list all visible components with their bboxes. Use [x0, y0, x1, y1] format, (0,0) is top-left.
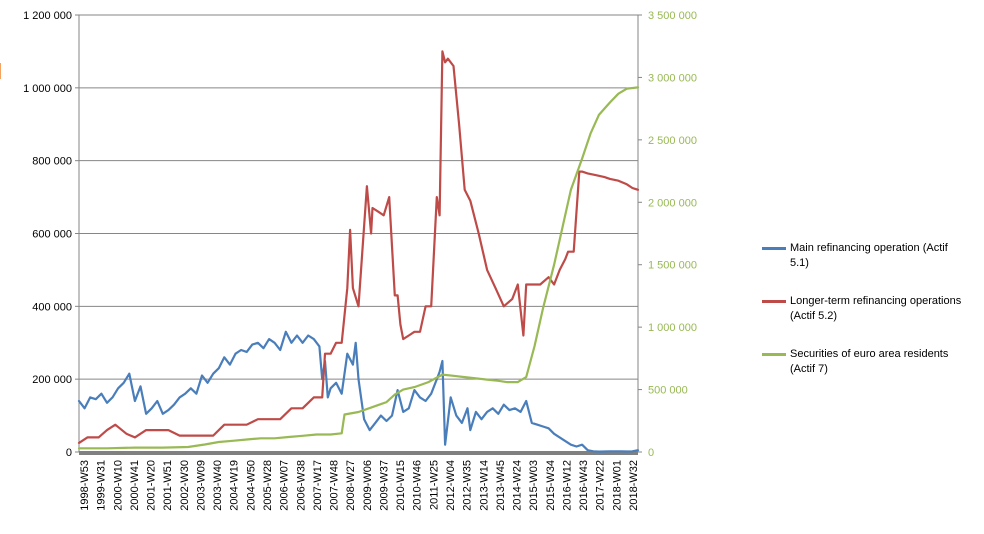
legend-label: Main refinancing operation (Actif 5.1): [790, 242, 948, 269]
x-tick-label: 2010-W46: [412, 460, 424, 511]
y-tick-label-left: 1 000 000: [23, 83, 72, 95]
y-tick-label-left: 0: [66, 447, 72, 459]
x-tick-label: 2001-W20: [146, 460, 158, 511]
edge-marker: [0, 63, 1, 79]
x-tick-label: 2015-W03: [528, 460, 540, 511]
x-tick-label: 2002-W30: [179, 460, 191, 511]
legend-label: Securities of euro area residents (Actif…: [790, 348, 949, 375]
x-tick-label: 2012-W35: [462, 460, 474, 511]
axes: [75, 14, 642, 455]
y-tick-label-right: 3 000 000: [648, 72, 697, 84]
x-tick-label: 2001-W51: [162, 460, 174, 511]
x-tick-label: 2005-W28: [262, 460, 274, 511]
gridlines: [79, 14, 638, 380]
x-tick-label: 2000-W10: [112, 460, 124, 511]
x-tick-label: 2007-W17: [312, 460, 324, 511]
x-tick-label: 2008-W27: [345, 460, 357, 511]
series-line: [77, 50, 640, 444]
y-tick-label-right: 1 000 000: [648, 322, 697, 334]
y-tick-label-left: 600 000: [32, 229, 72, 241]
legend-swatch: [762, 300, 786, 303]
y-tick-label-right: 1 500 000: [648, 260, 697, 272]
x-tick-label: 2004-W50: [245, 460, 257, 511]
legend-swatch: [762, 353, 786, 356]
y-tick-label-right: 2 500 000: [648, 135, 697, 147]
y-tick-label-left: 1 200 000: [23, 10, 72, 22]
x-tick-label: 2016-W12: [561, 460, 573, 511]
x-tick-label: 2010-W15: [395, 460, 407, 511]
legend-item: Main refinancing operation (Actif 5.1): [762, 241, 962, 271]
y-tick-label-right: 0: [648, 447, 654, 459]
x-tick-label: 2009-W37: [378, 460, 390, 511]
x-tick-label: 2003-W40: [212, 460, 224, 511]
x-tick-label: 2009-W06: [362, 460, 374, 511]
legend-swatch: [762, 247, 786, 250]
x-tick-label: 2016-W43: [578, 460, 590, 511]
x-tick-label: 2013-W14: [478, 460, 490, 511]
x-tick-label: 2017-W22: [595, 460, 607, 511]
x-tick-label: 2003-W09: [195, 460, 207, 511]
series-line: [77, 86, 640, 450]
x-tick-label: 2014-W24: [512, 460, 524, 511]
x-tick-label: 2018-W32: [628, 460, 640, 511]
x-tick-label: 2012-W04: [445, 460, 457, 511]
y-tick-label-left: 800 000: [32, 156, 72, 168]
x-tick-label: 2013-W45: [495, 460, 507, 511]
y-tick-label-left: 200 000: [32, 374, 72, 386]
x-tick-label: 2006-W07: [279, 460, 291, 511]
legend-item: Securities of euro area residents (Actif…: [762, 347, 962, 377]
series-lines: [77, 50, 640, 453]
y-tick-label-right: 2 000 000: [648, 197, 697, 209]
series-line: [77, 330, 640, 453]
tick-labels: 0 200 000 400 000 600 000 800 000 1 000 000 1 …: [23, 10, 697, 511]
y-tick-label-left: 400 000: [32, 301, 72, 313]
x-axis-band: [79, 451, 638, 455]
legend-item: Longer-term refinancing operations (Acti…: [762, 294, 962, 324]
legend: Main refinancing operation (Actif 5.1) Lo…: [762, 241, 962, 400]
x-tick-label: 2018-W01: [611, 460, 623, 511]
x-tick-label: 2015-W34: [545, 460, 557, 511]
y-tick-label-right: 500 000: [648, 385, 688, 397]
x-tick-label: 2000-W41: [129, 460, 141, 511]
legend-label: Longer-term refinancing operations (Acti…: [790, 295, 962, 322]
x-tick-label: 1999-W31: [96, 460, 108, 511]
x-tick-label: 2006-W38: [295, 460, 307, 511]
y-tick-label-right: 3 500 000: [648, 10, 697, 22]
x-tick-label: 2011-W25: [428, 460, 440, 510]
x-tick-label: 1998-W53: [79, 460, 91, 511]
x-tick-label: 2007-W48: [329, 460, 341, 511]
x-tick-label: 2004-W19: [229, 460, 241, 511]
